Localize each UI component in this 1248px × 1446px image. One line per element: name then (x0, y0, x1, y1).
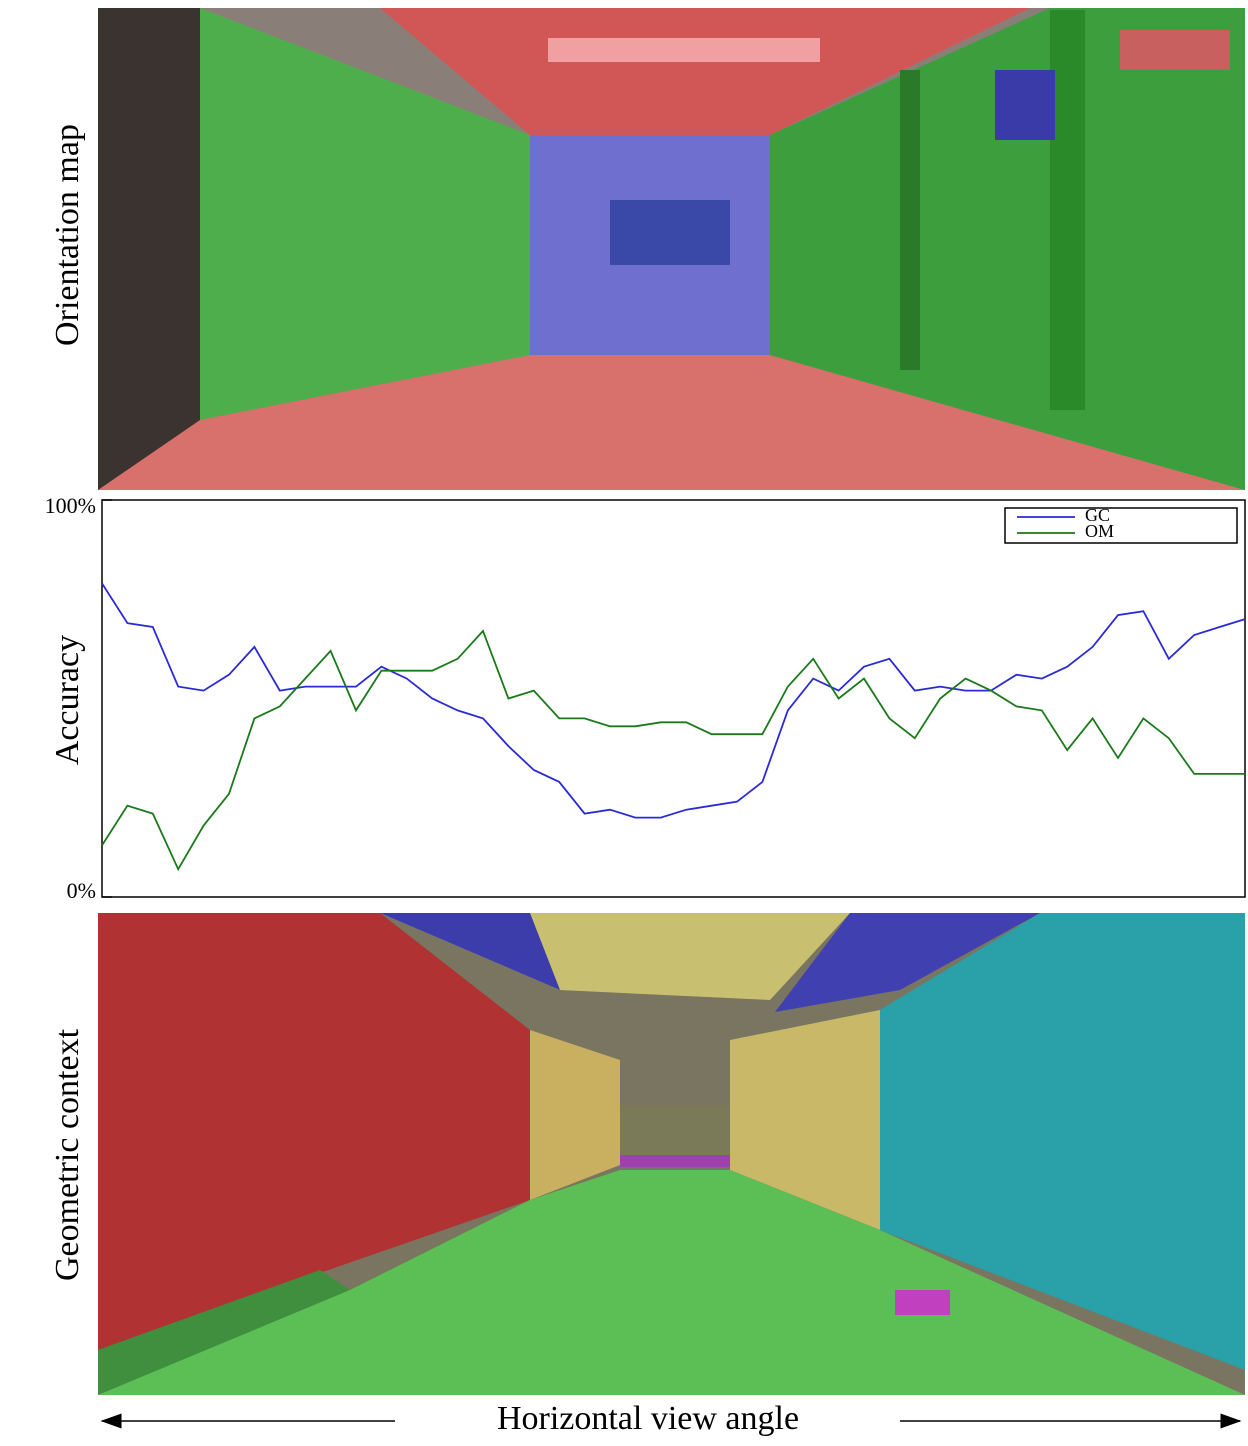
x-axis-label: Horizontal view angle (497, 1400, 799, 1437)
figure: 0%100%GCOM Orientation map Accuracy Geom… (0, 0, 1248, 1441)
image-label: Geometric context (49, 1028, 86, 1281)
y-tick-label: 0% (67, 878, 96, 903)
legend-label: OM (1085, 521, 1114, 541)
page: {"images": [{"label": "Orientation map"}… (0, 0, 1248, 1441)
y-axis-label: Accuracy (49, 635, 86, 765)
plot-frame (102, 500, 1245, 897)
y-tick-label: 100% (45, 493, 96, 518)
image-label: Orientation map (49, 124, 86, 346)
geometric-context-image (98, 913, 1245, 1395)
orientation-map-image (98, 8, 1245, 490)
legend-box (1005, 508, 1237, 543)
